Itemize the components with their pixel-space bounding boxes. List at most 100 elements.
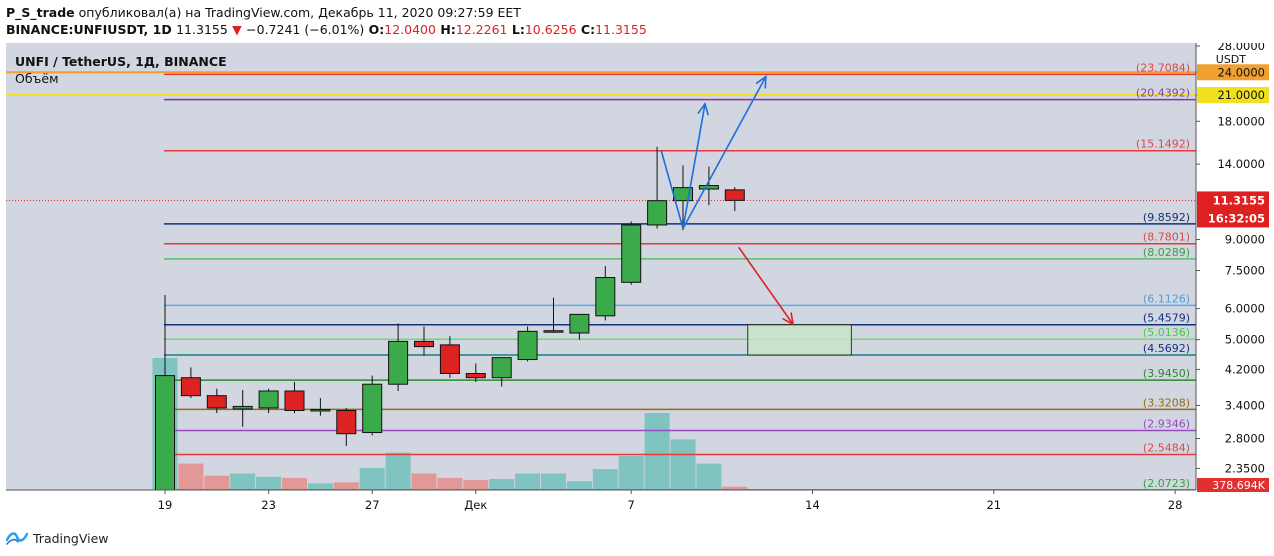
level-label: (3.9450) — [1143, 367, 1190, 380]
forecast-arrow-blue-2-path — [682, 76, 767, 229]
price-tick-label: 18.0000 — [1217, 114, 1265, 128]
level-label: (8.0289) — [1143, 246, 1190, 259]
candle-body — [388, 340, 409, 385]
level-label: (9.8592) — [1143, 211, 1190, 224]
high-label: H: — [440, 22, 456, 37]
published-text: опубликовал(а) на TradingView.com, Декаб… — [78, 5, 521, 20]
volume-bar — [333, 482, 359, 490]
price-tick-label: 21.0000 — [1217, 88, 1265, 102]
price-change: −0.7241 (−6.01%) — [246, 22, 365, 37]
candle-body — [284, 390, 305, 412]
level-label: (2.0723) — [1143, 477, 1190, 490]
current-price-badge — [1197, 191, 1269, 228]
chart-area[interactable]: (23.7084) (20.4392) (15.1492) (9.8592) (8.78… — [6, 39, 1270, 520]
time-tick-label: 14 — [805, 498, 820, 512]
level-label: (20.4392) — [1136, 87, 1190, 100]
candle-body — [698, 185, 719, 190]
current-price-label: 11.3155 — [1213, 193, 1265, 207]
time-tick-label: Дек — [464, 498, 487, 512]
candle-body — [517, 330, 538, 361]
level-label: (4.5692) — [1143, 342, 1190, 355]
price-chart[interactable]: (23.7084) (20.4392) (15.1492) (9.8592) (8.78… — [6, 39, 1270, 520]
forecast-arrow-red-path — [738, 246, 794, 325]
last-price: 11.3155 — [176, 22, 228, 37]
volume-bar — [644, 413, 670, 490]
time-tick-label: 7 — [628, 498, 635, 512]
candle-body — [155, 375, 175, 491]
forecast-arrow-red-head — [782, 312, 795, 326]
price-tick-label: 6.0000 — [1225, 302, 1265, 316]
volume-bar — [359, 468, 385, 490]
publication-info: P_S_trade опубликовал(а) на TradingView.… — [6, 5, 521, 20]
target-zone-box — [747, 324, 852, 356]
footer — [0, 522, 1274, 556]
level-label: (2.5484) — [1143, 442, 1190, 455]
volume-bar — [592, 469, 618, 490]
candle-body — [724, 189, 745, 201]
plot-background — [6, 43, 1196, 490]
volume-bar — [722, 486, 748, 490]
candle-body — [414, 340, 434, 348]
forecast-arrow-red — [738, 246, 795, 326]
candle-countdown-label: 16:32:05 — [1208, 211, 1265, 225]
candle-body — [543, 330, 564, 333]
price-band-badge — [1197, 87, 1269, 104]
level-label: (6.1126) — [1143, 292, 1190, 305]
time-tick-label: 23 — [261, 498, 276, 512]
candle-body — [258, 390, 279, 409]
forecast-arrow-blue-2-head — [755, 74, 767, 89]
legend-volume: Объём — [15, 71, 59, 86]
level-label: (8.7801) — [1143, 231, 1190, 244]
level-label: (15.1492) — [1136, 138, 1190, 151]
volume-bar — [670, 439, 696, 490]
price-tick-label: 14.0000 — [1217, 157, 1265, 171]
tradingview-logo[interactable]: TradingView — [6, 530, 109, 546]
price-tick-label: 5.0000 — [1225, 333, 1265, 347]
low-label: L: — [511, 22, 525, 37]
price-band-badge — [1197, 64, 1269, 81]
price-tick-label: 9.0000 — [1225, 232, 1265, 246]
chart-legend: UNFI / TetherUS, 1Д, BINANCE Объём — [15, 54, 227, 86]
volume-bar — [204, 475, 230, 490]
price-tick-label: 28.0000 — [1217, 43, 1265, 53]
time-tick-label: 27 — [365, 498, 380, 512]
open-value: 12.0400 — [384, 22, 436, 37]
tradingview-icon — [6, 532, 28, 545]
author-name[interactable]: P_S_trade — [6, 5, 75, 20]
volume-bar — [282, 477, 307, 490]
price-tick-label: 4.2000 — [1225, 362, 1265, 376]
volume-bar — [566, 481, 592, 490]
level-label: (5.0136) — [1143, 326, 1190, 339]
volume-bar — [411, 473, 437, 490]
tradingview-brand: TradingView — [33, 530, 109, 546]
change-down-icon: ▼ — [232, 22, 242, 37]
price-tick-label: 24.0000 — [1217, 65, 1265, 79]
level-label: (5.4579) — [1143, 312, 1190, 325]
volume-bar — [230, 473, 256, 490]
volume-bar — [437, 477, 463, 490]
legend-title: UNFI / TetherUS, 1Д, BINANCE — [15, 54, 227, 69]
publication-header: P_S_trade опубликовал(а) на TradingView.… — [0, 0, 1274, 42]
forecast-arrow-blue-2 — [682, 74, 767, 229]
volume-bar — [307, 483, 333, 490]
candle-body — [647, 200, 668, 226]
candle-body — [336, 410, 357, 435]
price-tick-label: 2.8000 — [1225, 432, 1265, 446]
price-axis-background — [1196, 43, 1270, 520]
candle-body — [621, 224, 642, 283]
time-tick-label: 28 — [1168, 498, 1183, 512]
candle-body — [232, 405, 253, 410]
candle-body — [439, 344, 460, 374]
candle-body — [362, 383, 383, 434]
volume-bar — [178, 463, 204, 490]
symbol-ohlc-line: BINANCE:UNFIUSDT, 1D 11.3155 ▼ −0.7241 (… — [6, 22, 647, 37]
volume-bar — [541, 473, 566, 490]
volume-bar — [515, 473, 541, 490]
high-value: 12.2261 — [455, 22, 508, 37]
volume-value-label: 378.694K — [1212, 479, 1265, 492]
volume-value-badge — [1197, 478, 1269, 492]
close-label: C: — [580, 22, 596, 37]
price-axis-unit: USDT — [1216, 53, 1247, 66]
volume-bar — [618, 455, 644, 490]
level-label: (2.9346) — [1143, 418, 1190, 431]
